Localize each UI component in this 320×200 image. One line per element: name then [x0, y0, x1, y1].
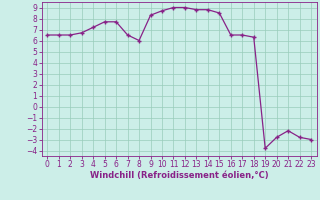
- X-axis label: Windchill (Refroidissement éolien,°C): Windchill (Refroidissement éolien,°C): [90, 171, 268, 180]
